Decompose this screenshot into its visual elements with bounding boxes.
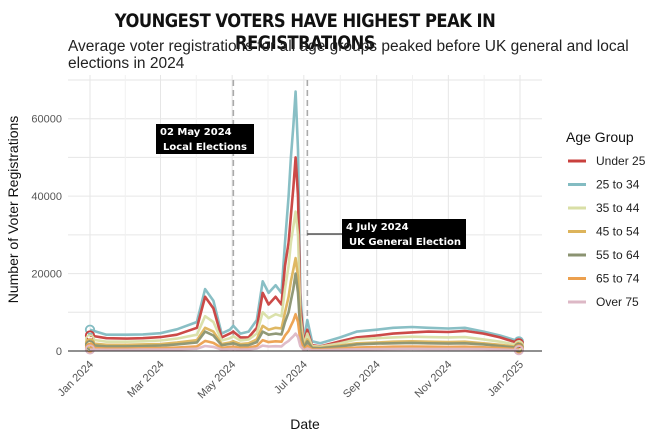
legend-item-label: 65 to 74	[596, 272, 640, 286]
y-tick-label: 0	[56, 346, 62, 358]
series-end-point	[513, 345, 524, 356]
annotation-box	[156, 124, 254, 154]
series-line-under-25	[89, 156, 520, 348]
legend-item-label: 25 to 34	[596, 178, 640, 192]
annotation-date: 02 May 2024	[160, 127, 232, 138]
annotation-event: Local Elections	[163, 142, 247, 153]
y-tick-label: 20000	[31, 269, 62, 281]
chart-subtitle: Average voter registrations for all age …	[68, 38, 629, 72]
series-line-25-to-34	[89, 90, 520, 345]
grid-lines	[68, 75, 542, 352]
y-tick-label: 60000	[31, 114, 62, 126]
legend: Age Group Under 25 25 to 34 35 to 44 45 to 5…	[566, 129, 646, 309]
x-tick-label: Nov 2024	[413, 359, 455, 401]
series-lines	[84, 90, 524, 356]
legend-item-label: 45 to 54	[596, 225, 640, 239]
legend-item-label: 55 to 64	[596, 248, 640, 262]
series-line-35-to-44	[89, 210, 520, 349]
event-annotations: 02 May 2024 Local Elections 4 July 2024 UK …	[156, 124, 466, 249]
y-axis-title: Number of Voter Registrations	[5, 116, 21, 304]
annotation-event: UK General Election	[349, 237, 461, 248]
legend-item-label: Over 75	[596, 295, 639, 309]
legend-title: Age Group	[566, 129, 634, 145]
y-tick-label: 40000	[31, 191, 62, 203]
series-line-65-to-74	[89, 312, 519, 351]
series-line-55-to-64	[89, 272, 519, 350]
x-tick-label: May 2024	[196, 359, 239, 402]
legend-item-label: 35 to 44	[596, 201, 640, 215]
x-tick-label: Jan 2025	[486, 359, 526, 399]
series-start-point	[84, 324, 96, 335]
annotation-date: 4 July 2024	[346, 222, 409, 233]
series-line-45-to-54	[89, 256, 519, 350]
chart-title: YOUNGEST VOTERS HAVE HIGHEST PEAK IN REG…	[114, 10, 496, 54]
x-tick-label: Mar 2024	[125, 359, 166, 400]
legend-item-label: Under 25	[596, 154, 646, 168]
series-line-over-75	[89, 332, 519, 352]
axes: 0 20000 40000 60000 Jan 2024 Mar 2024 May 2024…	[5, 114, 542, 432]
x-tick-label: Jul 2024	[272, 359, 310, 397]
x-tick-label: Sep 2024	[341, 359, 383, 401]
x-axis-title: Date	[290, 416, 320, 432]
annotation-box	[342, 219, 466, 249]
series-start-point	[84, 344, 96, 355]
x-tick-label: Jan 2024	[56, 359, 96, 399]
